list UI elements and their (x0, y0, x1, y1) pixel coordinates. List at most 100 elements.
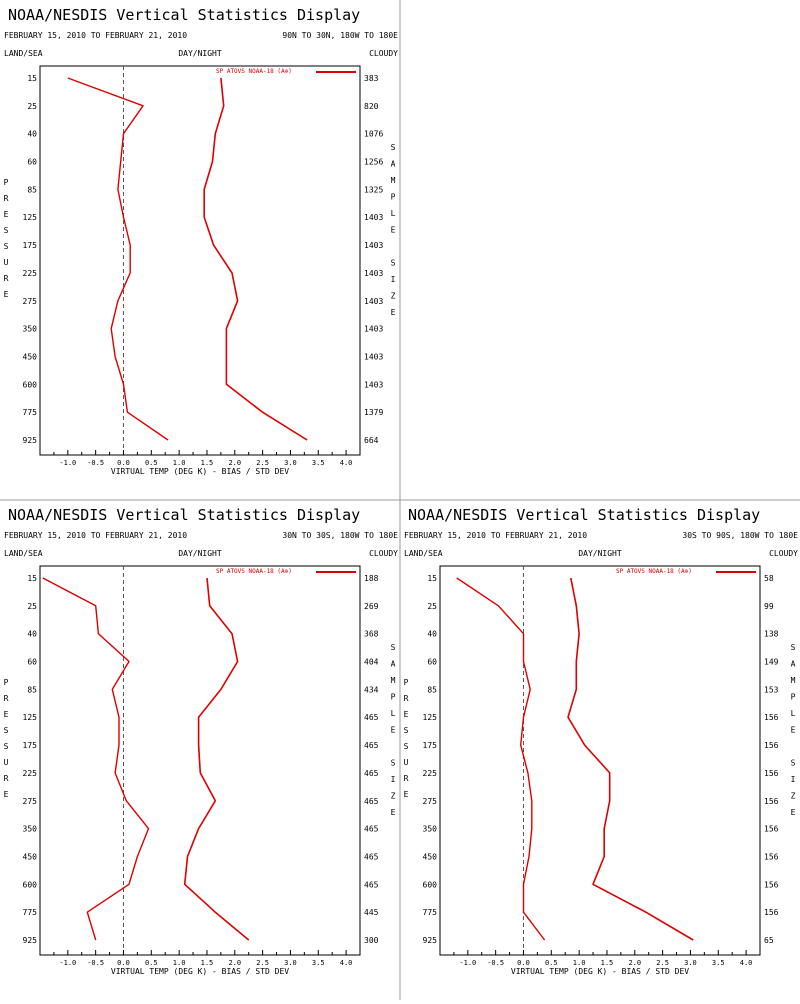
sample-size-label: 1403 (364, 269, 383, 278)
x-tick-label: 1.0 (173, 459, 186, 467)
pressure-axis-letter: S (404, 726, 409, 735)
pressure-axis-letter: R (4, 694, 9, 703)
chart-title: NOAA/NESDIS Vertical Statistics Display (8, 6, 360, 24)
cloudy-header: CLOUDY (369, 49, 398, 58)
x-axis-label: VIRTUAL TEMP (DEG K) - BIAS / STD DEV (111, 967, 289, 976)
cloudy-header: CLOUDY (369, 549, 398, 558)
pressure-axis-letter: R (4, 194, 9, 203)
chart-panel: NOAA/NESDIS Vertical Statistics Display F… (404, 506, 799, 976)
pressure-level-label: 15 (27, 74, 37, 83)
sample-size-label: 300 (364, 936, 379, 945)
x-tick-label: 2.0 (228, 959, 241, 967)
sample-size-axis-letter: E (391, 726, 396, 735)
pressure-level-label: 60 (427, 658, 437, 667)
sample-size-axis-letter: Z (791, 792, 796, 801)
x-tick-label: 2.0 (228, 459, 241, 467)
std-dev-series-line (567, 577, 694, 941)
pressure-axis-letter: S (404, 742, 409, 751)
pressure-level-label: 225 (23, 269, 38, 278)
pressure-axis-letter: P (4, 678, 9, 687)
pressure-level-label: 600 (23, 880, 38, 889)
sample-size-label: 368 (364, 630, 379, 639)
sample-size-label: 1403 (364, 241, 383, 250)
sample-size-axis-letter: S (391, 759, 396, 768)
pressure-level-label: 125 (23, 213, 38, 222)
x-tick-label: 2.5 (656, 959, 669, 967)
region-label: 30N TO 30S, 180W TO 180E (282, 531, 398, 540)
sample-size-axis-letter: L (791, 709, 796, 718)
pressure-axis-letter: S (4, 226, 9, 235)
sample-size-label: 156 (764, 852, 779, 861)
x-tick-label: 4.0 (340, 459, 353, 467)
sample-size-axis-letter: S (391, 259, 396, 268)
sample-size-axis-letter: P (791, 693, 796, 702)
pressure-axis-letter: E (4, 790, 9, 799)
sample-size-label: 404 (364, 658, 379, 667)
sample-size-label: 465 (364, 825, 379, 834)
pressure-axis-letter: S (4, 726, 9, 735)
sample-size-axis-letter: E (791, 808, 796, 817)
sample-size-label: 1076 (364, 130, 383, 139)
sample-size-axis-letter: Z (391, 792, 396, 801)
sample-size-label: 434 (364, 685, 379, 694)
sample-size-label: 1403 (364, 325, 383, 334)
pressure-level-label: 775 (423, 908, 438, 917)
plot-frame (39, 565, 361, 956)
x-tick-label: 0.5 (545, 959, 558, 967)
sample-size-label: 138 (764, 630, 779, 639)
sample-size-label: 1403 (364, 380, 383, 389)
pressure-axis-letter: E (4, 290, 9, 299)
sample-size-label: 1403 (364, 352, 383, 361)
x-tick-label: -1.0 (59, 459, 76, 467)
bias-series-line (456, 577, 546, 941)
x-tick-label: 4.0 (740, 959, 753, 967)
sample-size-label: 153 (764, 685, 779, 694)
sample-size-axis-letter: S (791, 759, 796, 768)
sample-size-axis-letter: L (391, 709, 396, 718)
pressure-axis-letter: P (4, 178, 9, 187)
x-tick-label: -0.5 (487, 959, 504, 967)
sample-size-label: 156 (764, 797, 779, 806)
x-tick-label: -1.0 (459, 959, 476, 967)
sample-size-label: 1256 (364, 158, 383, 167)
pressure-level-label: 275 (23, 797, 38, 806)
sample-size-label: 1379 (364, 408, 383, 417)
sample-size-axis-letter: S (391, 143, 396, 152)
day-night-header: DAY/NIGHT (578, 549, 622, 558)
sample-size-label: 156 (764, 741, 779, 750)
std-dev-series-line (183, 577, 250, 941)
pressure-axis-letter: U (4, 758, 9, 767)
pressure-level-label: 925 (423, 936, 438, 945)
pressure-level-label: 25 (27, 602, 37, 611)
region-label: 90N TO 30N, 180W TO 180E (282, 31, 398, 40)
pressure-axis-letter: S (4, 742, 9, 751)
sample-size-label: 383 (364, 74, 379, 83)
pressure-level-label: 40 (27, 130, 37, 139)
legend-label: SP ATOVS NOAA-18 (A⊕) (216, 568, 292, 575)
sample-size-axis-letter: E (391, 308, 396, 317)
sample-size-label: 465 (364, 769, 379, 778)
day-night-header: DAY/NIGHT (178, 49, 222, 58)
x-tick-label: 0.0 (117, 459, 130, 467)
sample-size-label: 465 (364, 713, 379, 722)
pressure-level-label: 600 (23, 380, 38, 389)
sample-size-axis-letter: I (791, 775, 796, 784)
chart-panels: NOAA/NESDIS Vertical Statistics Display F… (4, 6, 799, 976)
x-tick-label: 3.0 (284, 959, 297, 967)
sample-size-label: 465 (364, 797, 379, 806)
sample-size-axis-letter: M (391, 676, 396, 685)
pressure-level-label: 450 (23, 352, 38, 361)
x-axis-label: VIRTUAL TEMP (DEG K) - BIAS / STD DEV (111, 467, 289, 476)
pressure-level-label: 925 (23, 436, 38, 445)
x-tick-label: 3.5 (312, 459, 325, 467)
pressure-axis-letter: P (404, 678, 409, 687)
pressure-level-label: 85 (427, 685, 437, 694)
sample-size-axis-letter: P (391, 193, 396, 202)
pressure-level-label: 600 (423, 880, 438, 889)
chart-title: NOAA/NESDIS Vertical Statistics Display (408, 506, 760, 524)
chart-title: NOAA/NESDIS Vertical Statistics Display (8, 506, 360, 524)
x-tick-label: 0.5 (145, 959, 158, 967)
x-tick-label: 0.0 (117, 959, 130, 967)
